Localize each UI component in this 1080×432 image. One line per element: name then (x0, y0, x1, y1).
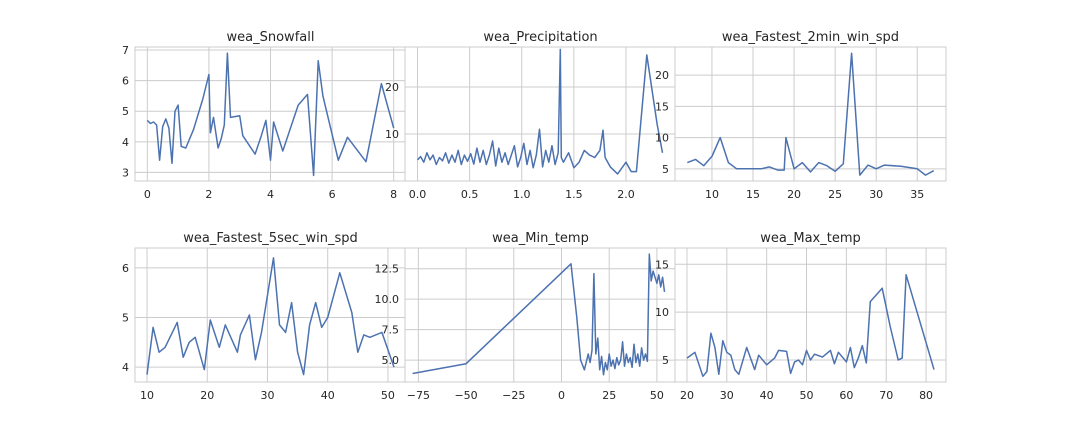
y-tick-label: 6 (122, 75, 129, 88)
series-line (146, 52, 395, 177)
x-tick-label: 0 (558, 389, 565, 402)
chart-title: wea_Max_temp (760, 231, 860, 246)
x-tick-label: −50 (454, 389, 477, 402)
x-tick-label: 4 (267, 188, 274, 201)
y-tick-label: 10 (385, 128, 399, 141)
x-tick-label: 6 (329, 188, 336, 201)
x-tick-label: 35 (910, 188, 924, 201)
x-tick-label: 10 (705, 188, 719, 201)
x-tick-label: 80 (919, 389, 933, 402)
x-tick-label: 50 (800, 389, 814, 402)
x-tick-label: 25 (828, 188, 842, 201)
plot-area (675, 248, 946, 382)
y-tick-label: 5 (662, 163, 669, 176)
y-tick-label: 15 (655, 100, 669, 113)
x-tick-label: 0.0 (409, 188, 427, 201)
x-tick-label: 8 (390, 188, 397, 201)
x-tick-label: 20 (787, 188, 801, 201)
x-tick-label: 30 (260, 389, 274, 402)
x-tick-label: 30 (720, 389, 734, 402)
y-tick-label: 7.5 (382, 324, 400, 337)
y-tick-label: 12.5 (375, 263, 400, 276)
y-tick-label: 7 (122, 44, 129, 57)
x-tick-label: 2 (205, 188, 212, 201)
y-tick-label: 5 (122, 311, 129, 324)
x-tick-label: −25 (502, 389, 525, 402)
y-tick-label: 3 (122, 166, 129, 179)
x-tick-label: 50 (650, 389, 664, 402)
chart-title: wea_Min_temp (492, 231, 589, 246)
series-line (146, 257, 395, 376)
subplot-2: 0.0 0.5 1.0 1.5 2.0 10 20 wea_Precipitation (385, 30, 677, 201)
series-line (687, 52, 935, 176)
chart-title: wea_Fastest_2min_win_spd (722, 30, 899, 45)
x-tick-label: 40 (321, 389, 335, 402)
y-tick-label: 20 (655, 69, 669, 82)
y-tick-label: 6 (122, 262, 129, 275)
x-tick-label: 15 (746, 188, 760, 201)
subplot-5: −75 −50 −25 0 25 50 5.0 7.5 10.0 12.5 wea_Min_temp (375, 231, 677, 402)
plot-area (405, 47, 676, 181)
plot-area (675, 47, 946, 181)
plot-area (135, 248, 406, 382)
x-tick-label: 0 (144, 188, 151, 201)
x-tick-label: 1.0 (513, 188, 531, 201)
x-tick-label: 50 (381, 389, 395, 402)
x-tick-label: 20 (200, 389, 214, 402)
plot-frame (674, 247, 947, 383)
series-line (416, 48, 664, 175)
x-tick-label: 10 (140, 389, 154, 402)
y-tick-label: 20 (385, 81, 399, 94)
x-tick-label: 30 (869, 188, 883, 201)
y-tick-label: 10.0 (375, 293, 400, 306)
x-tick-label: 1.5 (565, 188, 583, 201)
y-tick-label: 5.0 (382, 354, 400, 367)
y-tick-label: 15 (655, 258, 669, 271)
x-tick-label: 0.5 (461, 188, 479, 201)
subplot-1: 0 2 4 6 8 3 4 5 6 7 wea_Snowfall (122, 30, 407, 201)
subplot-3: 10 15 20 25 30 35 5 10 15 20 wea_Fastest_2min_win_… (655, 30, 947, 201)
chart-title: wea_Fastest_5sec_win_spd (183, 231, 358, 246)
series-line (412, 253, 666, 376)
y-tick-label: 10 (655, 306, 669, 319)
subplot-6: 20 30 40 50 60 70 80 5 10 15 wea_Max_temp (655, 231, 947, 402)
y-tick-label: 5 (662, 354, 669, 367)
x-tick-label: 20 (680, 389, 694, 402)
x-tick-label: 2.0 (617, 188, 635, 201)
x-tick-label: 60 (839, 389, 853, 402)
chart-title: wea_Precipitation (483, 30, 597, 45)
y-tick-label: 4 (122, 361, 129, 374)
x-tick-label: 70 (879, 389, 893, 402)
series-line (686, 274, 935, 378)
y-tick-label: 4 (122, 136, 129, 149)
y-tick-label: 10 (655, 132, 669, 145)
y-tick-label: 5 (122, 105, 129, 118)
chart-title: wea_Snowfall (227, 30, 315, 45)
x-tick-label: 40 (760, 389, 774, 402)
x-tick-label: 25 (602, 389, 616, 402)
plot-frame (674, 46, 947, 182)
subplot-4: 10 20 30 40 50 4 5 6 wea_Fastest_5sec_win_spd (122, 231, 407, 402)
x-tick-label: −75 (407, 389, 430, 402)
